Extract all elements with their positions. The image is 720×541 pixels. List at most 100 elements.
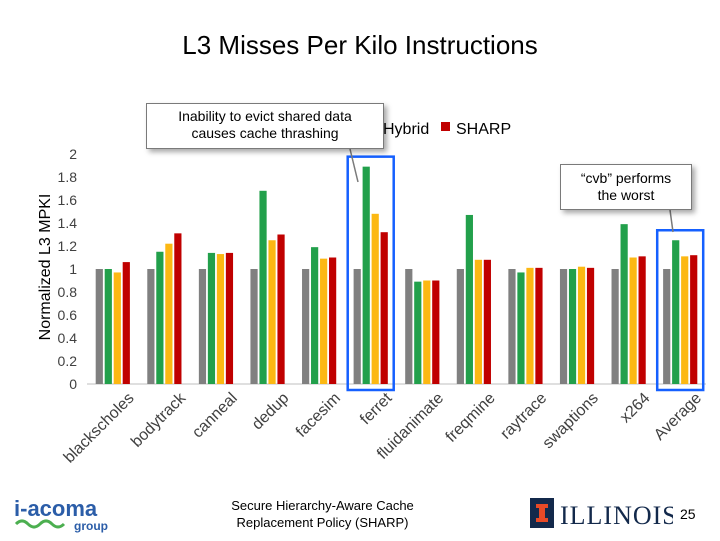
bar-dedup-s2 — [259, 190, 267, 384]
bar-bodytrack-s1 — [147, 269, 155, 384]
bar-ferret-s2 — [362, 166, 370, 384]
bar-raytrace-s1 — [508, 269, 516, 384]
bar-freqmine-s2 — [465, 214, 473, 384]
bar-facesim-s2 — [311, 247, 319, 384]
x-tick-label-x264: x264 — [617, 390, 654, 427]
bar-x264-s3 — [629, 257, 637, 384]
legend-label-hybrid: Hybrid — [383, 121, 429, 138]
chart-y-tick-labels: 0 0.2 0.4 0.6 0.8 1 1.2 1.4 1.6 1.8 2 — [58, 146, 78, 392]
bar-bodytrack-s2 — [156, 251, 164, 384]
page-title: L3 Misses Per Kilo Instructions — [182, 30, 538, 60]
callout-ferret: Inability to evict shared data causes ca… — [146, 103, 384, 149]
bar-fluidanimate-s1 — [405, 269, 413, 384]
x-tick-label-freqmine: freqmine — [443, 390, 499, 446]
illinois-logo: ILLINOIS — [528, 496, 677, 541]
y-tick-label: 0.4 — [58, 330, 78, 346]
callout-ferret-line1: Inability to evict shared data — [178, 108, 352, 124]
bar-average-s4 — [690, 255, 698, 384]
bar-ferret-s3 — [371, 213, 379, 384]
bar-average-s2 — [672, 240, 680, 384]
bar-blackscholes-s1 — [95, 269, 103, 384]
footer-line1: Secure Hierarchy-Aware Cache — [231, 498, 414, 513]
bar-swaptions-s4 — [586, 267, 595, 384]
bar-average-s3 — [681, 256, 689, 384]
bar-swaptions-s2 — [568, 269, 577, 384]
y-tick-label: 1.8 — [58, 169, 78, 185]
bar-blackscholes-s2 — [104, 269, 112, 384]
y-tick-label: 1.6 — [58, 192, 78, 208]
svg-text:ILLINOIS: ILLINOIS — [560, 501, 673, 530]
svg-text:i-acoma: i-acoma — [14, 496, 98, 521]
bar-dedup-s1 — [250, 269, 258, 384]
x-tick-label-facesim: facesim — [293, 390, 344, 441]
y-axis-title: Normalized L3 MPKI — [37, 194, 54, 341]
bar-fluidanimate-s3 — [423, 280, 431, 384]
x-tick-label-swaptions: swaptions — [540, 390, 602, 452]
bar-facesim-s3 — [320, 258, 328, 384]
x-tick-label-average: Average — [651, 390, 705, 444]
callout-average-pointer — [669, 209, 674, 233]
bar-x264-s2 — [620, 224, 628, 384]
bar-facesim-s4 — [329, 257, 337, 384]
chart-legend: Hybrid SHARP — [383, 121, 511, 138]
bar-bodytrack-s3 — [165, 243, 173, 384]
x-tick-label-ferret: ferret — [357, 389, 396, 428]
bar-fluidanimate-s4 — [432, 280, 440, 384]
chart-y-axis-title-group: Normalized L3 MPKI — [37, 194, 54, 341]
callout-ferret-line2: causes cache thrashing — [191, 125, 339, 141]
x-tick-label-dedup: dedup — [249, 390, 293, 434]
highlight-box-average — [655, 229, 705, 392]
y-tick-label: 1 — [69, 261, 77, 277]
bar-dedup-s3 — [268, 240, 276, 384]
y-tick-label: 0.2 — [58, 353, 78, 369]
callout-average-line1: “cvb” performs — [580, 170, 672, 186]
bar-canneal-s1 — [198, 269, 207, 384]
x-tick-label-blackscholes: blackscholes — [61, 390, 138, 467]
footer-caption: Secure Hierarchy-Aware Cache Replacement… — [205, 497, 440, 531]
y-tick-label: 1.2 — [58, 238, 78, 254]
x-tick-label-raytrace: raytrace — [497, 390, 550, 443]
bar-ferret-s1 — [353, 269, 361, 384]
legend-label-sharp: SHARP — [456, 121, 511, 138]
bar-canneal-s3 — [216, 254, 225, 384]
chart-bars — [95, 166, 698, 384]
chart-highlight-boxes — [346, 155, 705, 392]
bar-raytrace-s3 — [526, 267, 534, 384]
x-tick-label-canneal: canneal — [189, 390, 241, 442]
bar-freqmine-s4 — [483, 259, 491, 384]
highlight-box-ferret — [346, 155, 395, 392]
bar-ferret-s4 — [380, 232, 388, 384]
bar-canneal-s4 — [225, 252, 234, 384]
bar-bodytrack-s4 — [174, 233, 182, 384]
callout-pointers — [349, 148, 674, 233]
bar-raytrace-s4 — [535, 267, 543, 384]
bar-raytrace-s2 — [517, 272, 525, 384]
callout-ferret-pointer — [349, 148, 359, 183]
callout-average: “cvb” performs the worst — [560, 164, 692, 210]
footer-line2: Replacement Policy (SHARP) — [236, 515, 409, 530]
x-tick-label-bodytrack: bodytrack — [128, 389, 190, 451]
bar-freqmine-s1 — [456, 269, 464, 384]
callout-average-line2: the worst — [597, 187, 655, 203]
bar-swaptions-s1 — [559, 269, 568, 384]
y-tick-label: 2 — [69, 146, 77, 162]
bar-x264-s4 — [638, 256, 646, 384]
bar-dedup-s4 — [277, 234, 285, 384]
bar-swaptions-s3 — [577, 266, 586, 384]
svg-text:group: group — [74, 519, 108, 533]
bar-facesim-s1 — [302, 269, 310, 384]
bar-average-s1 — [663, 269, 671, 384]
y-tick-label: 1.4 — [58, 215, 78, 231]
legend-swatch-sharp — [441, 122, 450, 131]
bar-blackscholes-s3 — [113, 272, 121, 384]
bar-x264-s1 — [611, 269, 619, 384]
y-tick-label: 0 — [69, 376, 77, 392]
bar-blackscholes-s4 — [122, 262, 130, 384]
bar-canneal-s2 — [207, 252, 216, 384]
page-number: 25 — [680, 506, 696, 522]
i-acoma-logo: i-acoma group — [14, 496, 124, 541]
bar-fluidanimate-s2 — [414, 281, 422, 384]
bar-freqmine-s3 — [474, 259, 482, 384]
